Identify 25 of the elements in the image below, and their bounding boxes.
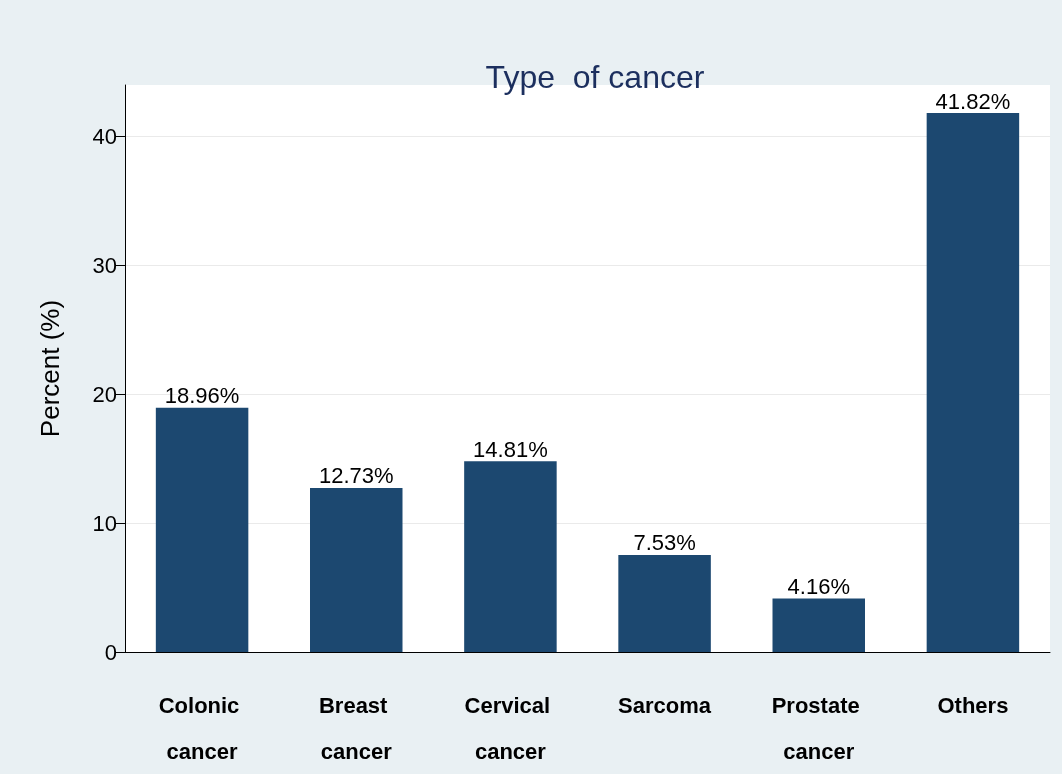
x-tick-label: Sarcoma [618,692,712,718]
y-tick-label: 30 [92,252,117,278]
y-tick-label: 10 [92,510,117,536]
data-label: 12.73% [318,463,394,489]
bar [155,407,249,652]
y-tick-label: 0 [104,639,117,665]
bar [618,554,711,652]
bar [464,461,557,652]
x-tick-label: Prostate cancer [771,692,866,764]
data-label: 4.16% [787,573,850,599]
data-label: 7.53% [633,530,696,556]
data-label: 14.81% [473,436,548,462]
bar [772,598,865,652]
data-label: 41.82% [935,88,1011,114]
chart-title: Type of cancer [485,59,705,95]
y-tick-label: 20 [92,381,117,407]
y-tick-label: 40 [92,124,117,150]
y-axis-title: Percent (%) [35,299,65,438]
data-label: 18.96% [164,383,240,409]
x-tick-label: Colonic cancer [158,692,246,764]
x-tick-label: Others [937,692,1009,718]
bar [926,113,1020,652]
bar [310,487,403,652]
x-tick-label: Cervical cancer [464,692,557,764]
x-tick-label: Breast cancer [318,692,394,764]
